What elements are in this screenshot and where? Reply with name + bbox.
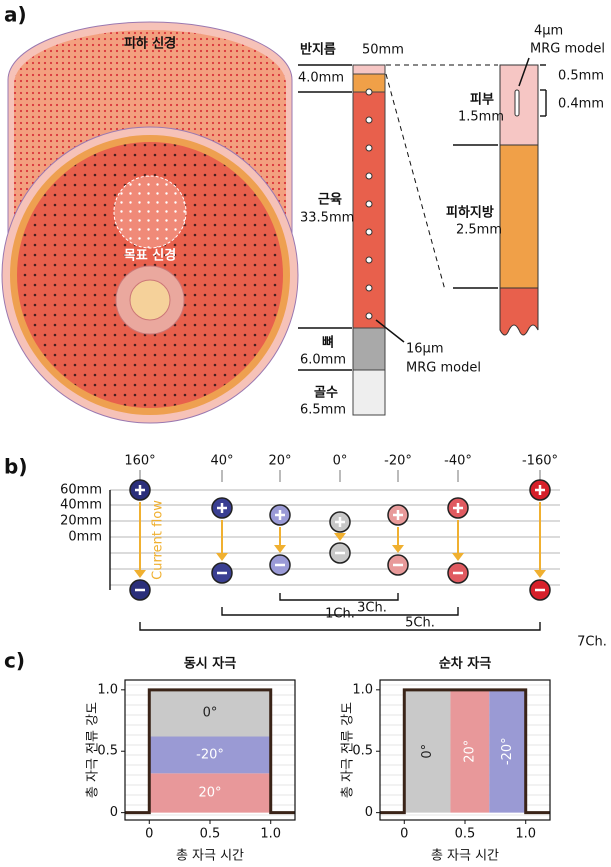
x-tick-label: 0.5 <box>455 827 476 842</box>
segment-label: 20° <box>198 785 221 800</box>
layer-label: 뼈 <box>322 335 334 351</box>
arrow-head <box>534 570 546 578</box>
layer-value: 1.5mm <box>458 110 504 125</box>
nerve-label: 피하 신경 <box>124 36 176 52</box>
layer-value: 33.5mm <box>300 211 354 226</box>
y-tick-label: 1.0 <box>97 682 118 697</box>
x-tick-label: 0 <box>400 827 408 842</box>
y-tick-label: 0.5 <box>97 744 118 759</box>
depth-label: 60mm <box>60 483 102 498</box>
channel-label: 7Ch. <box>577 635 607 650</box>
x-tick-label: 0 <box>145 827 153 842</box>
layer-value: 50mm <box>362 43 404 58</box>
fiber-label: 16μm <box>406 342 443 357</box>
segment-label: 0° <box>420 744 435 759</box>
segment-label: 0° <box>203 706 218 721</box>
arrow-head <box>452 553 464 561</box>
angle-label: -20° <box>384 454 412 469</box>
channel-label: 3Ch. <box>357 601 387 616</box>
grid <box>110 490 560 590</box>
limb-model <box>2 22 298 423</box>
panel-label: b) <box>4 455 27 479</box>
angle-label: -160° <box>522 454 558 469</box>
figure: a) 피하 신경 목표 신경 반지름 50mm 4.0mm 근육 33.5mm … <box>0 0 611 867</box>
layer-label: 피하지방 <box>446 205 494 221</box>
layer-value: 4.0mm <box>298 71 344 86</box>
x-axis-label: 총 자극 시간 <box>176 849 244 864</box>
arrow-head <box>392 545 404 553</box>
depth-label: 40mm <box>60 498 102 513</box>
channel-label: 1Ch. <box>325 607 355 622</box>
channel-label: 5Ch. <box>405 616 435 631</box>
angle-label: -40° <box>444 454 472 469</box>
nerve-label: 목표 신경 <box>124 248 176 264</box>
panel-label: a) <box>4 3 27 27</box>
layer-value: 0.4mm <box>558 97 604 112</box>
y-tick-label: 0 <box>365 805 373 820</box>
depth-label: 20mm <box>60 514 102 529</box>
layer-label: 반지름 <box>300 42 336 58</box>
arrow-head <box>216 553 228 561</box>
segment-label: 20° <box>462 740 477 763</box>
angle-label: 160° <box>124 454 155 469</box>
fiber-label: 4μm <box>534 24 563 39</box>
x-tick-label: 1.0 <box>260 827 281 842</box>
segment-label: -20° <box>500 737 515 765</box>
fiber-label: MRG model <box>406 361 481 376</box>
angle-label: 20° <box>268 454 291 469</box>
fiber-label: MRG model <box>530 42 605 57</box>
chart-title: 동시 자극 <box>184 657 236 672</box>
arrow-head <box>134 570 146 578</box>
y-tick-label: 0.5 <box>352 744 373 759</box>
layer-value: 6.0mm <box>300 353 346 368</box>
y-tick-label: 1.0 <box>352 682 373 697</box>
layer-value: 2.5mm <box>456 223 502 238</box>
angle-label: 0° <box>333 454 348 469</box>
x-tick-label: 1.0 <box>515 827 536 842</box>
layer-label: 골수 <box>314 386 338 401</box>
layer-value: 0.5mm <box>558 69 604 84</box>
angle-label: 40° <box>210 454 233 469</box>
layer-label: 피부 <box>470 93 494 108</box>
layer-label: 근육 <box>318 192 342 208</box>
panel-label: c) <box>4 649 25 673</box>
electrodes: 160° 40° 20° 0° -20° -40° -160° <box>124 454 558 601</box>
segment-label: -20° <box>196 747 224 762</box>
y-tick-label: 0 <box>110 805 118 820</box>
x-tick-label: 0.5 <box>200 827 221 842</box>
arrow-head <box>274 545 286 553</box>
layer-value: 6.5mm <box>300 403 346 418</box>
x-axis-label: 총 자극 시간 <box>431 849 499 864</box>
chart-title: 순차 자극 <box>439 656 491 672</box>
depth-label: 0mm <box>68 530 102 545</box>
flow-label: Current flow <box>151 500 166 580</box>
